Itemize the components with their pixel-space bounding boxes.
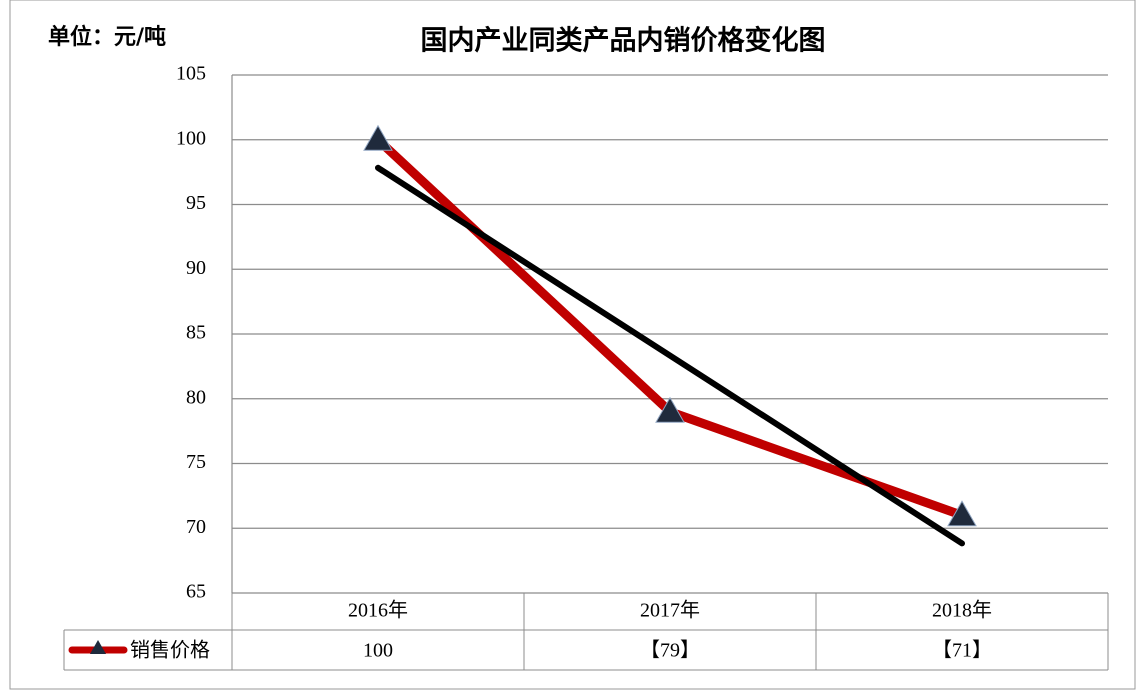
y-tick-label: 105 [176, 63, 206, 85]
y-tick-label: 85 [186, 322, 206, 344]
trendline [375, 164, 965, 547]
y-tick-label: 90 [186, 257, 206, 279]
data-label: 【79】 [640, 640, 700, 662]
x-tick-label: 2017年 [640, 599, 700, 622]
y-tick-label: 70 [186, 516, 206, 538]
y-tick-label: 75 [186, 451, 206, 473]
marker [947, 500, 977, 527]
y-tick-label: 80 [186, 386, 206, 408]
y-tick-label: 95 [186, 192, 206, 214]
x-tick-label: 2018年 [932, 599, 992, 622]
y-tick-label: 65 [186, 581, 206, 603]
series-line [374, 136, 964, 520]
frame [9, 0, 1136, 690]
unit-label: 单位：元/吨 [48, 24, 166, 50]
chart-title: 国内产业同类产品内销价格变化图 [421, 25, 826, 57]
legend-label: 销售价格 [130, 639, 210, 662]
legend-marker [90, 640, 106, 654]
data-label: 【71】 [932, 640, 992, 662]
marker [363, 124, 393, 151]
y-tick-label: 100 [176, 127, 206, 149]
marker [655, 396, 685, 423]
x-tick-label: 2016年 [348, 599, 408, 622]
data-label: 100 [363, 640, 393, 662]
